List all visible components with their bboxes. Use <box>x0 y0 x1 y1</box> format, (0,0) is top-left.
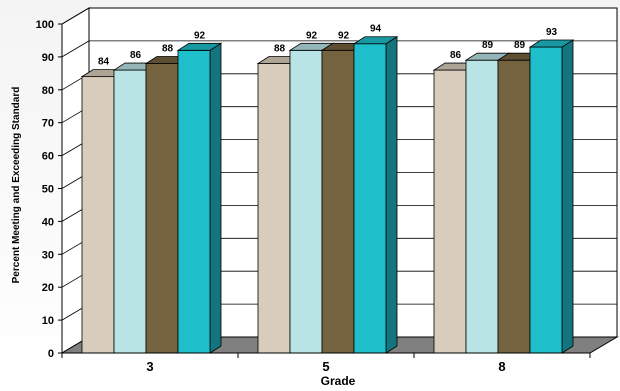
data-label: 86 <box>450 50 462 61</box>
bar-front <box>113 69 147 354</box>
bar-side <box>385 36 398 354</box>
bar-side <box>209 42 222 354</box>
y-tick-label: 90 <box>42 52 54 64</box>
bar-side <box>561 39 574 354</box>
y-tick-label: 100 <box>36 19 54 31</box>
bar <box>176 42 223 354</box>
data-label: 89 <box>482 40 494 51</box>
bars <box>80 36 575 354</box>
bar-front <box>257 63 291 354</box>
bar-front <box>353 43 387 354</box>
bar-front <box>465 59 499 354</box>
bar-front <box>177 49 211 354</box>
y-tick-label: 0 <box>48 348 54 360</box>
y-axis: 0 10 20 30 40 50 60 70 80 90 100 <box>36 19 63 360</box>
data-label: 86 <box>130 50 142 61</box>
bar-front <box>145 63 179 354</box>
x-tick-label: 8 <box>498 359 505 374</box>
bar-front <box>321 49 355 354</box>
bar-top <box>352 36 399 45</box>
y-tick-label: 70 <box>42 118 54 130</box>
y-tick-label: 60 <box>42 151 54 163</box>
x-tick-label: 3 <box>146 359 153 374</box>
y-tick-label: 20 <box>42 282 54 294</box>
x-axis-title: Grade <box>321 374 356 388</box>
data-label: 93 <box>546 27 558 38</box>
bar-front <box>529 46 563 354</box>
y-tick-label: 50 <box>42 184 54 196</box>
data-label: 94 <box>370 24 382 35</box>
data-label: 89 <box>514 40 526 51</box>
bar-front <box>433 69 467 354</box>
gridline-side <box>61 40 90 58</box>
gridline-side <box>61 7 90 25</box>
data-label: 88 <box>162 43 174 54</box>
data-label: 92 <box>194 30 206 41</box>
x-tick-label: 5 <box>322 359 329 374</box>
bar-front <box>497 59 531 354</box>
bar-top <box>528 39 575 48</box>
data-label: 92 <box>338 30 350 41</box>
y-tick-label: 40 <box>42 216 54 228</box>
bar-front <box>289 49 323 354</box>
x-axis: 3 5 8 <box>61 352 591 374</box>
y-axis-title: Percent Meeting and Exceeding Standard <box>11 87 22 284</box>
bar <box>352 36 399 354</box>
data-labels: 84 86 88 92 88 92 92 94 86 89 89 93 <box>98 24 558 68</box>
bar-top <box>176 42 223 51</box>
y-tick-label: 80 <box>42 85 54 97</box>
y-tick-label: 30 <box>42 249 54 261</box>
data-label: 84 <box>98 57 110 68</box>
bar <box>464 52 511 354</box>
bar-front <box>81 76 115 354</box>
data-label: 88 <box>274 43 286 54</box>
bar <box>528 39 575 354</box>
data-label: 92 <box>306 30 318 41</box>
y-tick-label: 10 <box>42 315 54 327</box>
